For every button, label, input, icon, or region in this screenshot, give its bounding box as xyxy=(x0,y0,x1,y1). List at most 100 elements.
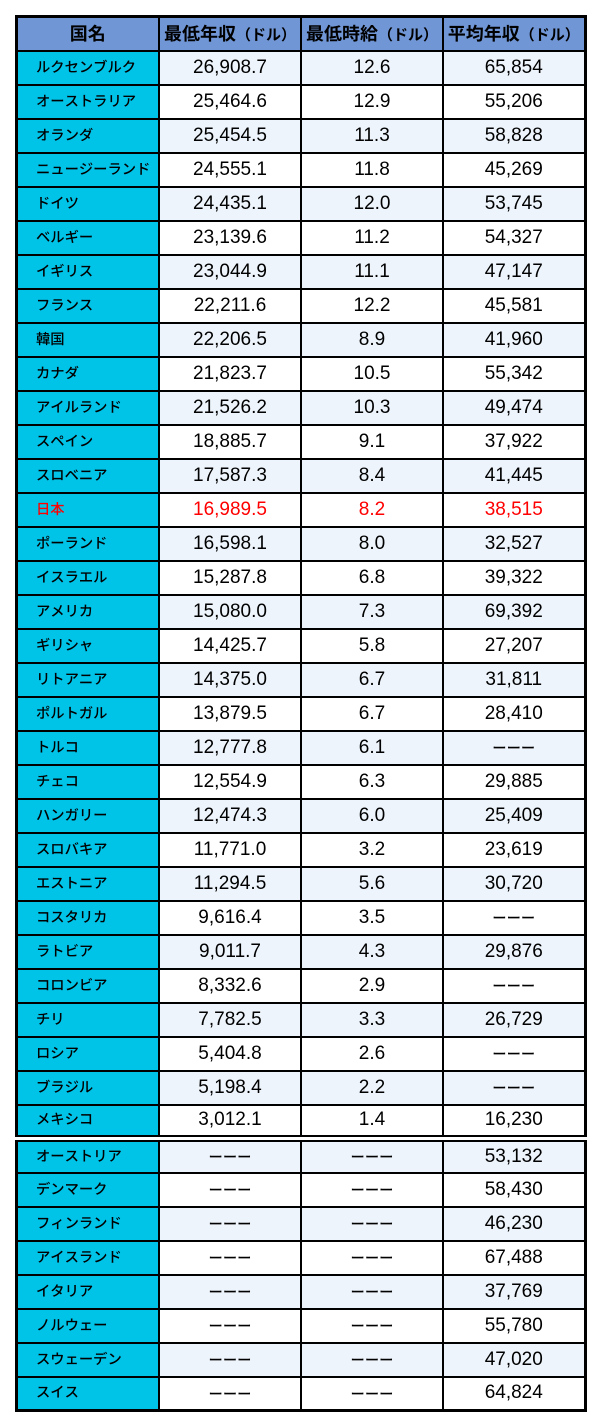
avg-annual-cell: ーーー xyxy=(442,967,586,1004)
country-cell: オーストラリア xyxy=(15,83,160,120)
country-cell: デンマーク xyxy=(15,1171,160,1208)
country-cell: ベルギー xyxy=(15,219,160,256)
avg-annual-cell: 16,230 xyxy=(442,1103,586,1142)
min-hourly-cell: ーーー xyxy=(300,1375,444,1412)
avg-annual-cell: ーーー xyxy=(442,1069,586,1106)
avg-annual-cell: ーーー xyxy=(442,899,586,936)
min-hourly-cell: 8.4 xyxy=(300,457,444,494)
table-row: ロシア 5,404.8 2.6 ーーー xyxy=(15,1035,586,1072)
min-annual-cell: 24,435.1 xyxy=(158,185,302,222)
min-annual-cell: 23,139.6 xyxy=(158,219,302,256)
min-hourly-cell: 8.2 xyxy=(300,491,444,528)
country-cell: アメリカ xyxy=(15,593,160,630)
min-hourly-cell: 10.5 xyxy=(300,355,444,392)
table-row: チェコ 12,554.9 6.3 29,885 xyxy=(15,763,586,800)
min-annual-cell: 16,598.1 xyxy=(158,525,302,562)
table-row: ベルギー 23,139.6 11.2 54,327 xyxy=(15,219,586,256)
country-cell: コロンビア xyxy=(15,967,160,1004)
table-row: ラトビア 9,011.7 4.3 29,876 xyxy=(15,933,586,970)
country-cell: スペイン xyxy=(15,423,160,460)
min-annual-cell: 12,777.8 xyxy=(158,729,302,766)
table-row: フランス 22,211.6 12.2 45,581 xyxy=(15,287,586,324)
min-annual-cell: 7,782.5 xyxy=(158,1001,302,1038)
country-cell: 韓国 xyxy=(15,321,160,358)
country-cell: 日本 xyxy=(15,491,160,528)
min-hourly-cell: ーーー xyxy=(300,1273,444,1310)
min-hourly-cell: 6.7 xyxy=(300,695,444,732)
min-hourly-cell: 8.0 xyxy=(300,525,444,562)
country-cell: チリ xyxy=(15,1001,160,1038)
avg-annual-cell: 41,960 xyxy=(442,321,586,358)
min-hourly-cell: 2.9 xyxy=(300,967,444,1004)
min-annual-cell: 5,404.8 xyxy=(158,1035,302,1072)
avg-annual-cell: 38,515 xyxy=(442,491,586,528)
country-cell: コスタリカ xyxy=(15,899,160,936)
country-cell: ロシア xyxy=(15,1035,160,1072)
min-hourly-cell: ーーー xyxy=(300,1341,444,1378)
avg-annual-cell: 29,876 xyxy=(442,933,586,970)
avg-annual-cell: 37,922 xyxy=(442,423,586,460)
min-hourly-cell: 11.8 xyxy=(300,151,444,188)
avg-annual-cell: ーーー xyxy=(442,1035,586,1072)
table-row: ポルトガル 13,879.5 6.7 28,410 xyxy=(15,695,586,732)
avg-annual-cell: 25,409 xyxy=(442,797,586,834)
country-cell: スウェーデン xyxy=(15,1341,160,1378)
avg-annual-cell: 39,322 xyxy=(442,559,586,596)
table-row: カナダ 21,823.7 10.5 55,342 xyxy=(15,355,586,392)
country-cell: ドイツ xyxy=(15,185,160,222)
column-header-min-hourly: 最低時給（ドル） xyxy=(300,15,444,52)
avg-annual-cell: 58,430 xyxy=(442,1171,586,1208)
column-header-label: 最低時給 xyxy=(305,19,378,46)
table-row: スロバキア 11,771.0 3.2 23,619 xyxy=(15,831,586,868)
min-annual-cell: 21,526.2 xyxy=(158,389,302,426)
table-row: ドイツ 24,435.1 12.0 53,745 xyxy=(15,185,586,222)
min-hourly-cell: 5.8 xyxy=(300,627,444,664)
avg-annual-cell: 29,885 xyxy=(442,763,586,800)
min-hourly-cell: 8.9 xyxy=(300,321,444,358)
avg-annual-cell: 30,720 xyxy=(442,865,586,902)
table-row: 日本 16,989.5 8.2 38,515 xyxy=(15,491,586,528)
country-cell: イギリス xyxy=(15,253,160,290)
min-hourly-cell: 9.1 xyxy=(300,423,444,460)
country-cell: ポーランド xyxy=(15,525,160,562)
minimum-wage-table: 国名 最低年収（ドル） 最低時給（ドル） 平均年収（ドル） ルクセンブルク 26… xyxy=(14,15,587,1412)
country-cell: ラトビア xyxy=(15,933,160,970)
avg-annual-cell: 45,581 xyxy=(442,287,586,324)
column-header-country: 国名 xyxy=(15,15,160,52)
table-row: コロンビア 8,332.6 2.9 ーーー xyxy=(15,967,586,1004)
table-row: オーストリア ーーー ーーー 53,132 xyxy=(15,1137,586,1174)
min-annual-cell: ーーー xyxy=(158,1137,302,1174)
min-hourly-cell: 11.3 xyxy=(300,117,444,154)
country-cell: アイスランド xyxy=(15,1239,160,1276)
avg-annual-cell: 64,824 xyxy=(442,1375,586,1412)
avg-annual-cell: 55,342 xyxy=(442,355,586,392)
min-hourly-cell: 3.2 xyxy=(300,831,444,868)
min-hourly-cell: 7.3 xyxy=(300,593,444,630)
min-annual-cell: ーーー xyxy=(158,1273,302,1310)
min-hourly-cell: ーーー xyxy=(300,1239,444,1276)
min-hourly-cell: 12.6 xyxy=(300,49,444,86)
country-cell: オーストリア xyxy=(15,1137,160,1174)
country-cell: ニュージーランド xyxy=(15,151,160,188)
min-annual-cell: 25,464.6 xyxy=(158,83,302,120)
min-hourly-cell: 6.3 xyxy=(300,763,444,800)
avg-annual-cell: 58,828 xyxy=(442,117,586,154)
min-annual-cell: 22,211.6 xyxy=(158,287,302,324)
country-cell: ハンガリー xyxy=(15,797,160,834)
country-cell: イスラエル xyxy=(15,559,160,596)
table-row: メキシコ 3,012.1 1.4 16,230 xyxy=(15,1103,586,1142)
min-annual-cell: 11,294.5 xyxy=(158,865,302,902)
table-row: エストニア 11,294.5 5.6 30,720 xyxy=(15,865,586,902)
avg-annual-cell: 28,410 xyxy=(442,695,586,732)
table-row: トルコ 12,777.8 6.1 ーーー xyxy=(15,729,586,766)
min-annual-cell: 21,823.7 xyxy=(158,355,302,392)
min-annual-cell: 8,332.6 xyxy=(158,967,302,1004)
table-row: ギリシャ 14,425.7 5.8 27,207 xyxy=(15,627,586,664)
min-hourly-cell: 3.3 xyxy=(300,1001,444,1038)
min-hourly-cell: ーーー xyxy=(300,1205,444,1242)
min-hourly-cell: ーーー xyxy=(300,1137,444,1174)
avg-annual-cell: 49,474 xyxy=(442,389,586,426)
min-annual-cell: 11,771.0 xyxy=(158,831,302,868)
min-annual-cell: 15,287.8 xyxy=(158,559,302,596)
table-body: ルクセンブルク 26,908.7 12.6 65,854 オーストラリア 25,… xyxy=(15,49,586,1412)
